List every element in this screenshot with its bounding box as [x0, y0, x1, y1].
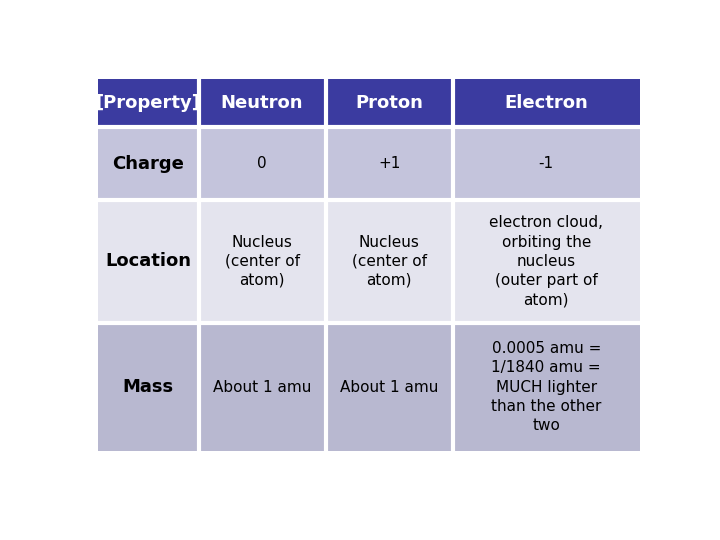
- Bar: [199, 322, 325, 451]
- Bar: [99, 322, 199, 451]
- Bar: [453, 200, 639, 322]
- Text: Charge: Charge: [112, 154, 184, 173]
- Text: About 1 amu: About 1 amu: [340, 380, 438, 395]
- Bar: [325, 200, 453, 322]
- Text: Mass: Mass: [123, 378, 174, 396]
- Text: +1: +1: [378, 156, 400, 171]
- Text: Neutron: Neutron: [221, 94, 303, 112]
- Bar: [99, 79, 199, 127]
- Bar: [199, 200, 325, 322]
- Text: About 1 amu: About 1 amu: [213, 380, 311, 395]
- Text: 0: 0: [257, 156, 267, 171]
- Text: [Property]: [Property]: [96, 94, 201, 112]
- Bar: [325, 79, 453, 127]
- Bar: [199, 127, 325, 200]
- Bar: [99, 200, 199, 322]
- Bar: [453, 127, 639, 200]
- Bar: [99, 127, 199, 200]
- Text: -1: -1: [539, 156, 554, 171]
- Text: Nucleus
(center of
atom): Nucleus (center of atom): [352, 234, 427, 288]
- Bar: [453, 322, 639, 451]
- Text: Location: Location: [105, 252, 192, 270]
- Text: Proton: Proton: [356, 94, 423, 112]
- Bar: [453, 79, 639, 127]
- Bar: [325, 322, 453, 451]
- Text: electron cloud,
orbiting the
nucleus
(outer part of
atom): electron cloud, orbiting the nucleus (ou…: [490, 215, 603, 307]
- Text: Electron: Electron: [505, 94, 588, 112]
- Text: Nucleus
(center of
atom): Nucleus (center of atom): [225, 234, 300, 288]
- Bar: [199, 79, 325, 127]
- Text: 0.0005 amu =
1/1840 amu =
MUCH lighter
than the other
two: 0.0005 amu = 1/1840 amu = MUCH lighter t…: [491, 341, 601, 433]
- Bar: [325, 127, 453, 200]
